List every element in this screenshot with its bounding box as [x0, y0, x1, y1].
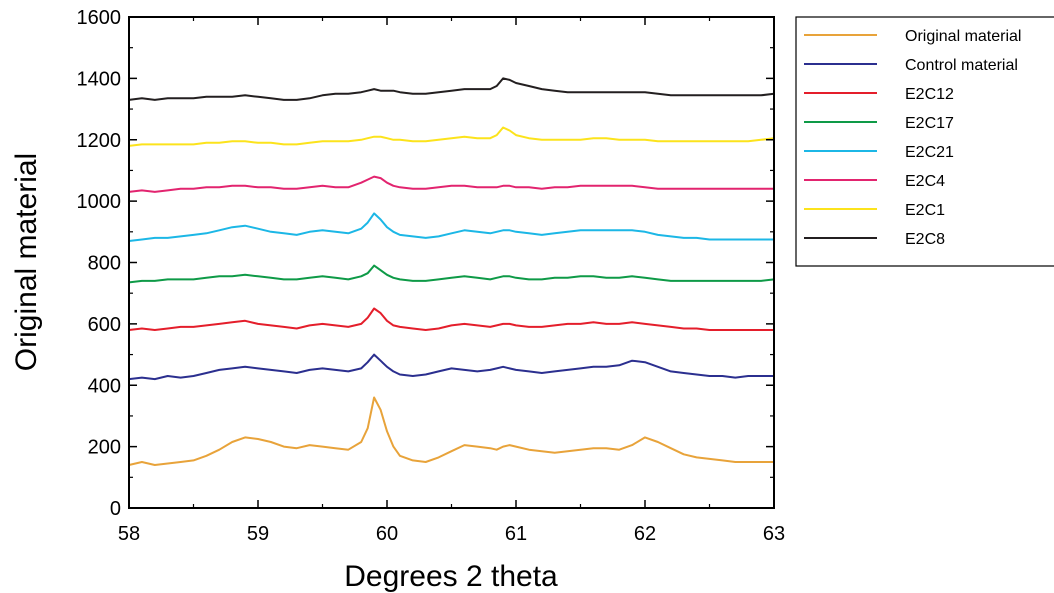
legend-box [795, 16, 1054, 267]
x-tick-label: 59 [247, 523, 269, 545]
legend-label: E2C17 [905, 115, 954, 132]
x-tick-label: 61 [505, 523, 527, 545]
x-tick-label: 60 [376, 523, 398, 545]
legend-label: E2C1 [905, 202, 945, 219]
y-axis: 0 200 400 600 800 1000 1200 1400 1600 [77, 7, 774, 520]
legend-label: E2C4 [905, 173, 945, 190]
x-axis: 58 59 60 61 62 63 [118, 17, 785, 545]
y-axis-title: Original material [10, 153, 43, 371]
series-line-3 [128, 264, 775, 284]
y-tick-label: 1200 [77, 130, 122, 152]
y-tick-label: 1600 [77, 7, 122, 29]
y-tick-label: 1400 [77, 68, 122, 90]
series-line-5 [128, 175, 774, 193]
x-tick-label: 63 [763, 523, 785, 545]
y-tick-label: 600 [88, 314, 121, 336]
y-tick-label: 800 [88, 253, 121, 275]
y-tick-label: 200 [88, 437, 121, 459]
x-axis-title: Degrees 2 theta [344, 560, 558, 593]
series-line-4 [128, 212, 774, 242]
legend-label: Control material [905, 57, 1018, 74]
y-tick-label: 1000 [77, 191, 122, 213]
series-line-0 [128, 396, 774, 466]
legend-label: E2C12 [905, 86, 954, 103]
legend-label: E2C21 [905, 144, 954, 161]
legend-label: E2C8 [905, 231, 945, 248]
x-tick-label: 58 [118, 523, 140, 545]
series-line-7 [128, 77, 775, 101]
y-tick-label: 400 [88, 375, 121, 397]
legend: Original material Control material E2C12 E2… [795, 16, 1054, 267]
x-tick-label: 62 [634, 523, 656, 545]
plot-lines [128, 77, 775, 466]
series-line-1 [128, 353, 774, 381]
series-line-2 [128, 307, 774, 331]
legend-label: Original material [905, 28, 1021, 45]
y-tick-label: 0 [110, 498, 121, 520]
series-line-6 [128, 126, 775, 147]
